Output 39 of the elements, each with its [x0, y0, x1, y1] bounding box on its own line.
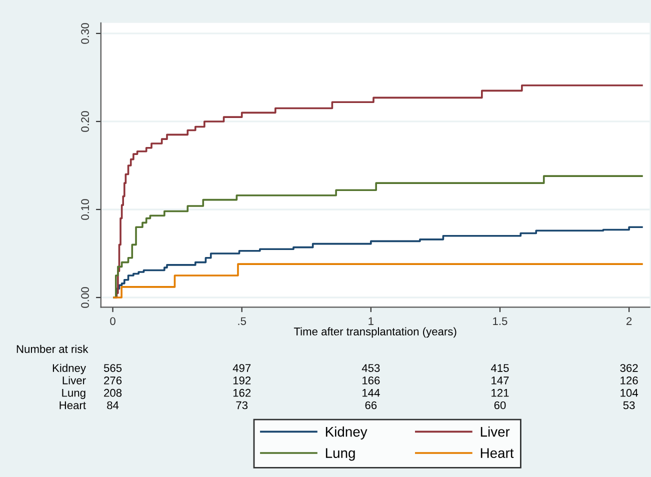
legend-label: Lung	[326, 448, 355, 461]
text: 565	[104, 364, 122, 372]
text: 60	[494, 401, 506, 410]
legend-label: Heart	[480, 448, 514, 458]
y-tick-label: 0.00	[81, 287, 89, 308]
text: Liver	[62, 376, 86, 384]
text: 453	[362, 364, 380, 372]
text: 104	[620, 388, 638, 397]
text: Kidney	[52, 364, 86, 374]
text: Lung	[62, 389, 86, 399]
text: 497	[232, 364, 251, 372]
x-tick-label: .5	[238, 317, 246, 326]
x-axis-title: Time after transplantation (years)	[294, 327, 456, 338]
text: 162	[233, 388, 251, 397]
y-tick-label: 0.30	[81, 23, 89, 44]
text: 362	[620, 364, 638, 372]
text: Heart	[60, 401, 86, 410]
text: 144	[362, 389, 380, 397]
legend-label: Liver	[480, 426, 510, 437]
text: 415	[490, 364, 509, 372]
text: 276	[104, 376, 122, 384]
text: 208	[104, 388, 122, 397]
y-tick-label: 0.10	[81, 199, 89, 220]
text: 126	[620, 376, 638, 384]
legend-label: Kidney	[326, 426, 368, 440]
y-tick-label: 0.20	[81, 111, 89, 132]
text: 192	[233, 376, 251, 384]
text: 66	[365, 401, 377, 410]
x-tick-label: 0	[110, 317, 116, 326]
text: 147	[492, 376, 509, 384]
text: 166	[362, 376, 380, 384]
x-tick-label: 2	[626, 317, 632, 325]
text: Number at risk	[16, 344, 88, 353]
x-tick-label: 1.5	[493, 317, 508, 326]
text: 121	[492, 388, 509, 397]
text: 53	[623, 401, 635, 410]
x-tick-label: 1	[368, 317, 374, 325]
text: 84	[107, 401, 119, 410]
text: 73	[236, 401, 248, 410]
